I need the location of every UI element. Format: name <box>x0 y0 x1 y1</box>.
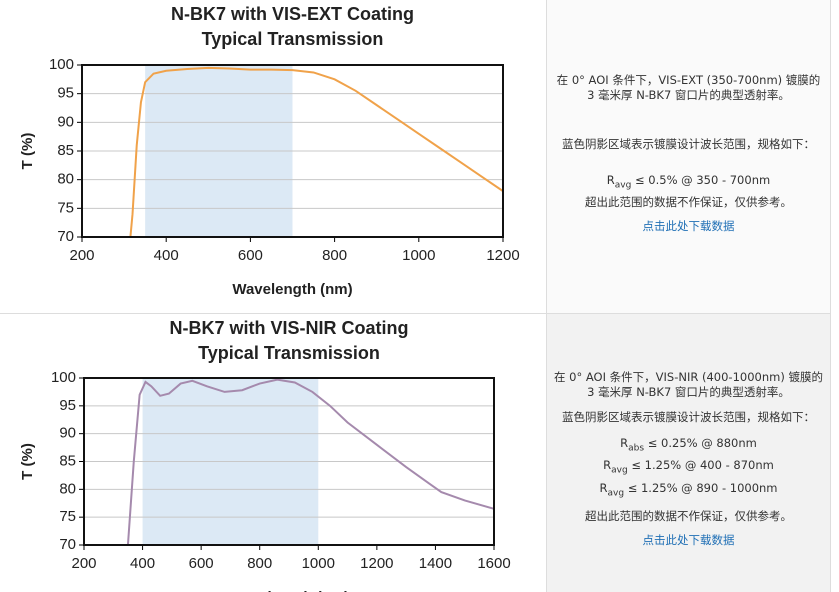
spec-text: ≤ 0.25% @ 880nm <box>644 436 757 450</box>
y-tick-label: 70 <box>59 536 76 553</box>
x-tick-label: 400 <box>130 555 155 572</box>
x-axis-label: Wavelength (nm) <box>232 281 352 298</box>
x-tick-label: 1600 <box>477 555 510 572</box>
x-tick-label: 1200 <box>360 555 393 572</box>
link-row: 点击此处下载数据 <box>553 219 824 234</box>
chart-subtitle: Typical Transmission <box>202 29 384 49</box>
x-axis-label: Wavelength (nm) <box>229 589 349 592</box>
link-row: 点击此处下载数据 <box>553 533 824 548</box>
spec-line: Rabs ≤ 0.25% @ 880nm <box>553 435 824 457</box>
y-axis-label: T (%) <box>19 133 36 170</box>
y-tick-label: 75 <box>57 199 74 216</box>
disclaimer: 超出此范围的数据不作保证，仅供参考。 <box>585 509 792 523</box>
x-tick-label: 1400 <box>419 555 452 572</box>
spec-symbol: R <box>599 480 608 495</box>
spec-subscript: avg <box>614 180 632 191</box>
x-tick-label: 600 <box>189 555 214 572</box>
x-tick-label: 200 <box>71 555 96 572</box>
transmission-line <box>129 66 504 238</box>
y-tick-label: 95 <box>57 85 74 102</box>
download-link[interactable]: 点击此处下载数据 <box>642 533 735 547</box>
chart-subtitle: Typical Transmission <box>198 343 380 363</box>
y-tick-label: 90 <box>59 425 76 442</box>
spec-line: Ravg ≤ 1.25% @ 890 - 1000nm <box>553 480 824 502</box>
y-tick-label: 90 <box>57 113 74 130</box>
y-tick-label: 85 <box>57 142 74 159</box>
y-tick-label: 100 <box>51 369 76 386</box>
y-tick-label: 80 <box>57 171 74 188</box>
y-tick-label: 85 <box>59 452 76 469</box>
y-tick-label: 95 <box>59 397 76 414</box>
row-divider <box>0 313 831 314</box>
specs: Rabs ≤ 0.25% @ 880nm Ravg ≤ 1.25% @ 400 -… <box>553 435 824 502</box>
chart-title: N-BK7 with VIS-NIR Coating <box>170 318 409 338</box>
shading-note: 蓝色阴影区域表示镀膜设计波长范围，规格如下： <box>562 410 815 424</box>
y-tick-label: 70 <box>57 228 74 245</box>
chart-title: N-BK7 with VIS-EXT Coating <box>171 4 414 24</box>
y-tick-label: 100 <box>49 56 74 73</box>
info-panel: 在 0° AOI 条件下，VIS-EXT (350-700nm) 镀膜的 3 毫… <box>546 0 831 314</box>
spec-line: Ravg ≤ 1.25% @ 400 - 870nm <box>553 457 824 479</box>
specs: Ravg ≤ 0.5% @ 350 - 700nm <box>553 172 824 194</box>
x-tick-label: 1200 <box>486 247 519 264</box>
transmission-line <box>126 378 495 546</box>
spec-subscript: abs <box>628 443 645 454</box>
plot-frame <box>83 377 495 546</box>
disclaimer: 超出此范围的数据不作保证，仅供参考。 <box>585 195 792 209</box>
info-panel: 在 0° AOI 条件下，VIS-NIR (400-1000nm) 镀膜的 3 … <box>546 314 831 592</box>
x-tick-label: 800 <box>322 247 347 264</box>
shading-note: 蓝色阴影区域表示镀膜设计波长范围，规格如下： <box>562 137 815 151</box>
description: 在 0° AOI 条件下，VIS-NIR (400-1000nm) 镀膜的 3 … <box>554 370 823 399</box>
x-tick-label: 800 <box>247 555 272 572</box>
y-axis-label: T (%) <box>19 443 36 480</box>
spec-text: ≤ 1.25% @ 890 - 1000nm <box>624 480 778 495</box>
spec-symbol: R <box>620 436 629 450</box>
spec-symbol: R <box>606 173 615 187</box>
y-tick-label: 75 <box>59 508 76 525</box>
x-tick-label: 1000 <box>402 247 435 264</box>
spec-text: ≤ 0.5% @ 350 - 700nm <box>631 173 771 187</box>
download-link[interactable]: 点击此处下载数据 <box>642 219 735 233</box>
description: 在 0° AOI 条件下，VIS-EXT (350-700nm) 镀膜的 3 毫… <box>556 73 821 102</box>
x-tick-label: 600 <box>238 247 263 264</box>
spec-symbol: R <box>603 458 612 473</box>
spec-line: Ravg ≤ 0.5% @ 350 - 700nm <box>553 172 824 194</box>
spec-subscript: avg <box>607 487 625 498</box>
x-tick-label: 1000 <box>302 555 335 572</box>
spec-text: ≤ 1.25% @ 400 - 870nm <box>627 458 774 473</box>
spec-subscript: avg <box>611 465 628 476</box>
x-tick-label: 400 <box>154 247 179 264</box>
plot-frame <box>81 64 504 238</box>
y-tick-label: 80 <box>59 480 76 497</box>
charts: N-BK7 with VIS-EXT Coating Typical Transm… <box>19 4 520 592</box>
x-tick-label: 200 <box>69 247 94 264</box>
